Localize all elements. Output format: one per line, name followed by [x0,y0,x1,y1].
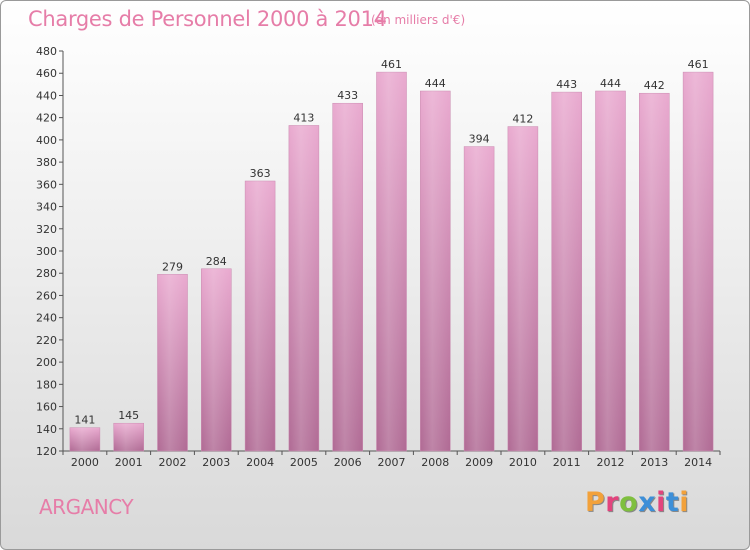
y-tick-label: 380 [36,156,57,169]
x-tick-label: 2006 [334,456,362,469]
bar-shine [113,423,144,451]
data-label: 461 [688,58,709,71]
commune-name: ARGANCY [39,495,134,519]
x-tick-label: 2000 [71,456,99,469]
y-tick-label: 180 [36,378,57,391]
logo-letter: i [656,487,666,518]
data-label: 394 [469,133,490,146]
x-tick-label: 2008 [421,456,449,469]
bar-shine [507,126,538,452]
y-tick-label: 300 [36,245,57,258]
y-tick-label: 320 [36,223,57,236]
bar-shine [288,125,319,451]
y-tick-label: 480 [36,45,57,58]
bar-shine [639,93,670,451]
data-label: 443 [556,78,577,91]
x-tick-label: 2011 [553,456,581,469]
data-label: 279 [162,260,183,273]
proxiti-logo: Proxiti [585,487,689,518]
data-label: 145 [118,409,139,422]
chart-subtitle: (en milliers d'€) [371,13,466,27]
x-tick-label: 2001 [115,456,143,469]
y-tick-label: 120 [36,445,57,458]
y-tick-label: 460 [36,67,57,80]
logo-letter: o [619,487,639,518]
y-tick-label: 160 [36,401,57,414]
bar-shine [683,72,714,451]
y-tick-label: 240 [36,312,57,325]
chart-title: Charges de Personnel 2000 à 2014 [28,7,387,31]
data-labels: 141 145 279 284 363 413 433 461 444 394 412 443 444 4… [74,58,708,427]
tick-labels: 120 140 160 180 200 220 240 260 280 300 320 340 360 3… [36,45,712,469]
bar-shine [551,92,582,451]
logo-letter: i [679,487,690,518]
bar-shine [69,427,100,451]
x-tick-label: 2007 [378,456,406,469]
data-label: 412 [512,113,533,126]
logo-letter: t [665,487,680,518]
y-tick-label: 400 [36,134,57,147]
bar-shine [332,103,363,451]
data-label: 442 [644,79,665,92]
y-tick-label: 280 [36,267,57,280]
data-label: 444 [600,77,621,90]
bar-shine [464,146,495,452]
x-tick-label: 2003 [202,456,230,469]
logo-letter: x [638,487,657,518]
x-tick-label: 2005 [290,456,318,469]
bar-shine [201,268,232,451]
data-label: 141 [74,414,95,427]
data-label: 433 [337,89,358,102]
y-tick-label: 340 [36,201,57,214]
data-label: 284 [206,255,227,268]
data-label: 444 [425,77,446,90]
bar-shine [595,91,626,451]
data-label: 363 [250,167,271,180]
x-tick-label: 2014 [684,456,712,469]
bar-shine [157,274,188,451]
bar-shine [376,72,407,451]
bar-shine [245,181,276,451]
x-tick-label: 2002 [159,456,187,469]
data-label: 413 [293,111,314,124]
y-tick-label: 420 [36,112,57,125]
y-tick-label: 440 [36,89,57,102]
y-tick-label: 140 [36,423,57,436]
y-tick-label: 260 [36,289,57,302]
bar-shine [420,91,451,451]
logo-letter: P [585,487,606,518]
logo-letter: r [605,487,620,518]
data-label: 461 [381,58,402,71]
bars [69,71,714,452]
x-tick-label: 2009 [465,456,493,469]
x-tick-label: 2012 [597,456,625,469]
x-tick-label: 2013 [640,456,668,469]
y-tick-label: 220 [36,334,57,347]
x-tick-label: 2010 [509,456,537,469]
x-tick-label: 2004 [246,456,274,469]
y-tick-label: 360 [36,178,57,191]
y-tick-label: 200 [36,356,57,369]
